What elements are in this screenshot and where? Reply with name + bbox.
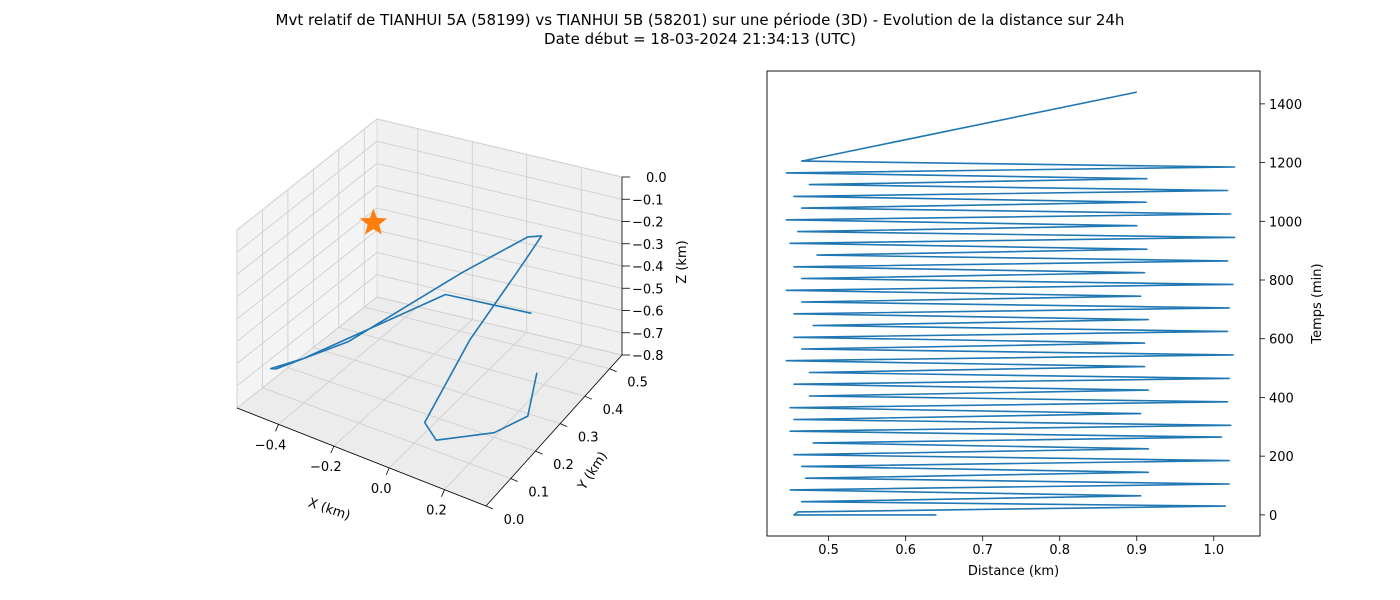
y-tick-label: 0.4 <box>603 403 624 418</box>
z-gridline <box>236 207 623 320</box>
y-axis-label: Y (km) <box>575 449 611 494</box>
x-tick-label: 0.2 <box>426 504 447 519</box>
z-gridline <box>236 118 623 231</box>
z-gridline <box>236 185 623 298</box>
z-gridline <box>236 274 623 387</box>
z-axis-label: Z (km) <box>675 240 690 283</box>
chart-title: Mvt relatif de TIANHUI 5A (58199) vs TIA… <box>276 11 1125 29</box>
x-tick-label: −0.2 <box>310 460 342 475</box>
x-tick-label: 1.0 <box>1203 543 1224 558</box>
y-tick-label: 0.5 <box>627 376 648 391</box>
z-tick-label: 0.0 <box>646 171 667 186</box>
distance-series-line <box>785 91 1236 516</box>
y-tick <box>584 395 593 400</box>
x-axis-label: Distance (km) <box>968 564 1059 579</box>
y-tick <box>535 450 543 455</box>
x-tick-label: −0.4 <box>255 438 287 453</box>
y-tick <box>485 505 494 510</box>
distance-time-plot: 0.5 0.6 0.7 0.8 0.9 1.0 0 200 400 600 800 1000 1200 1… <box>766 70 1325 579</box>
x-tick-label: 0.6 <box>895 543 916 558</box>
z-tick-label: −0.4 <box>632 260 664 275</box>
z-tick-label: −0.7 <box>632 327 664 342</box>
z-tick-label: −0.5 <box>632 282 664 297</box>
y-tick-label: 0.1 <box>528 486 549 501</box>
y-tick-label: 800 <box>1269 274 1294 289</box>
y-tick-label: 1000 <box>1269 215 1302 230</box>
y-axis-label: Temps (min) <box>1310 263 1325 344</box>
y-axis-line <box>485 354 623 507</box>
x-tick <box>385 467 390 476</box>
x-tick <box>330 445 335 454</box>
y-tick-label: 600 <box>1269 333 1294 348</box>
z-tick-label: −0.8 <box>632 349 664 364</box>
y-tick <box>560 423 568 428</box>
x-axis-label: X (km) <box>306 496 352 524</box>
3d-trajectory-plot: −0.4−0.20.00.20.00.10.20.30.40.50.0−0.1−… <box>236 117 690 528</box>
y-tick-label: 0 <box>1269 509 1277 524</box>
x-tick-label: 0.0 <box>371 482 392 497</box>
y-tick <box>510 478 518 482</box>
origin-star-marker <box>359 208 388 235</box>
y-tick-label: 400 <box>1269 391 1294 406</box>
x-tick-label: 0.8 <box>1049 543 1070 558</box>
y-tick-label: 0.0 <box>504 513 525 528</box>
y-tick-label: 200 <box>1269 450 1294 465</box>
x-tick-label: 0.7 <box>972 543 993 558</box>
y-tick-label: 1200 <box>1269 157 1302 172</box>
y-tick-label: 0.2 <box>553 458 574 473</box>
z-gridline <box>236 252 623 364</box>
z-tick-label: −0.3 <box>632 238 664 253</box>
z-gridline <box>236 296 623 409</box>
y-tick-label: 1400 <box>1269 98 1302 113</box>
z-tick-label: −0.6 <box>632 305 664 320</box>
trajectory-line <box>269 235 543 442</box>
y-tick <box>609 368 617 373</box>
plot-frame <box>766 70 1261 537</box>
z-gridline <box>236 163 623 275</box>
z-tick-label: −0.1 <box>632 193 664 208</box>
x-tick-label: 0.5 <box>818 543 839 558</box>
z-gridline <box>236 140 623 253</box>
x-tick-label: 0.9 <box>1126 543 1147 558</box>
z-tick-label: −0.2 <box>632 216 664 231</box>
x-tick <box>441 489 445 497</box>
y-tick-label: 0.3 <box>578 431 599 446</box>
x-tick <box>275 424 279 432</box>
chart-subtitle: Date début = 18-03-2024 21:34:13 (UTC) <box>544 30 856 48</box>
